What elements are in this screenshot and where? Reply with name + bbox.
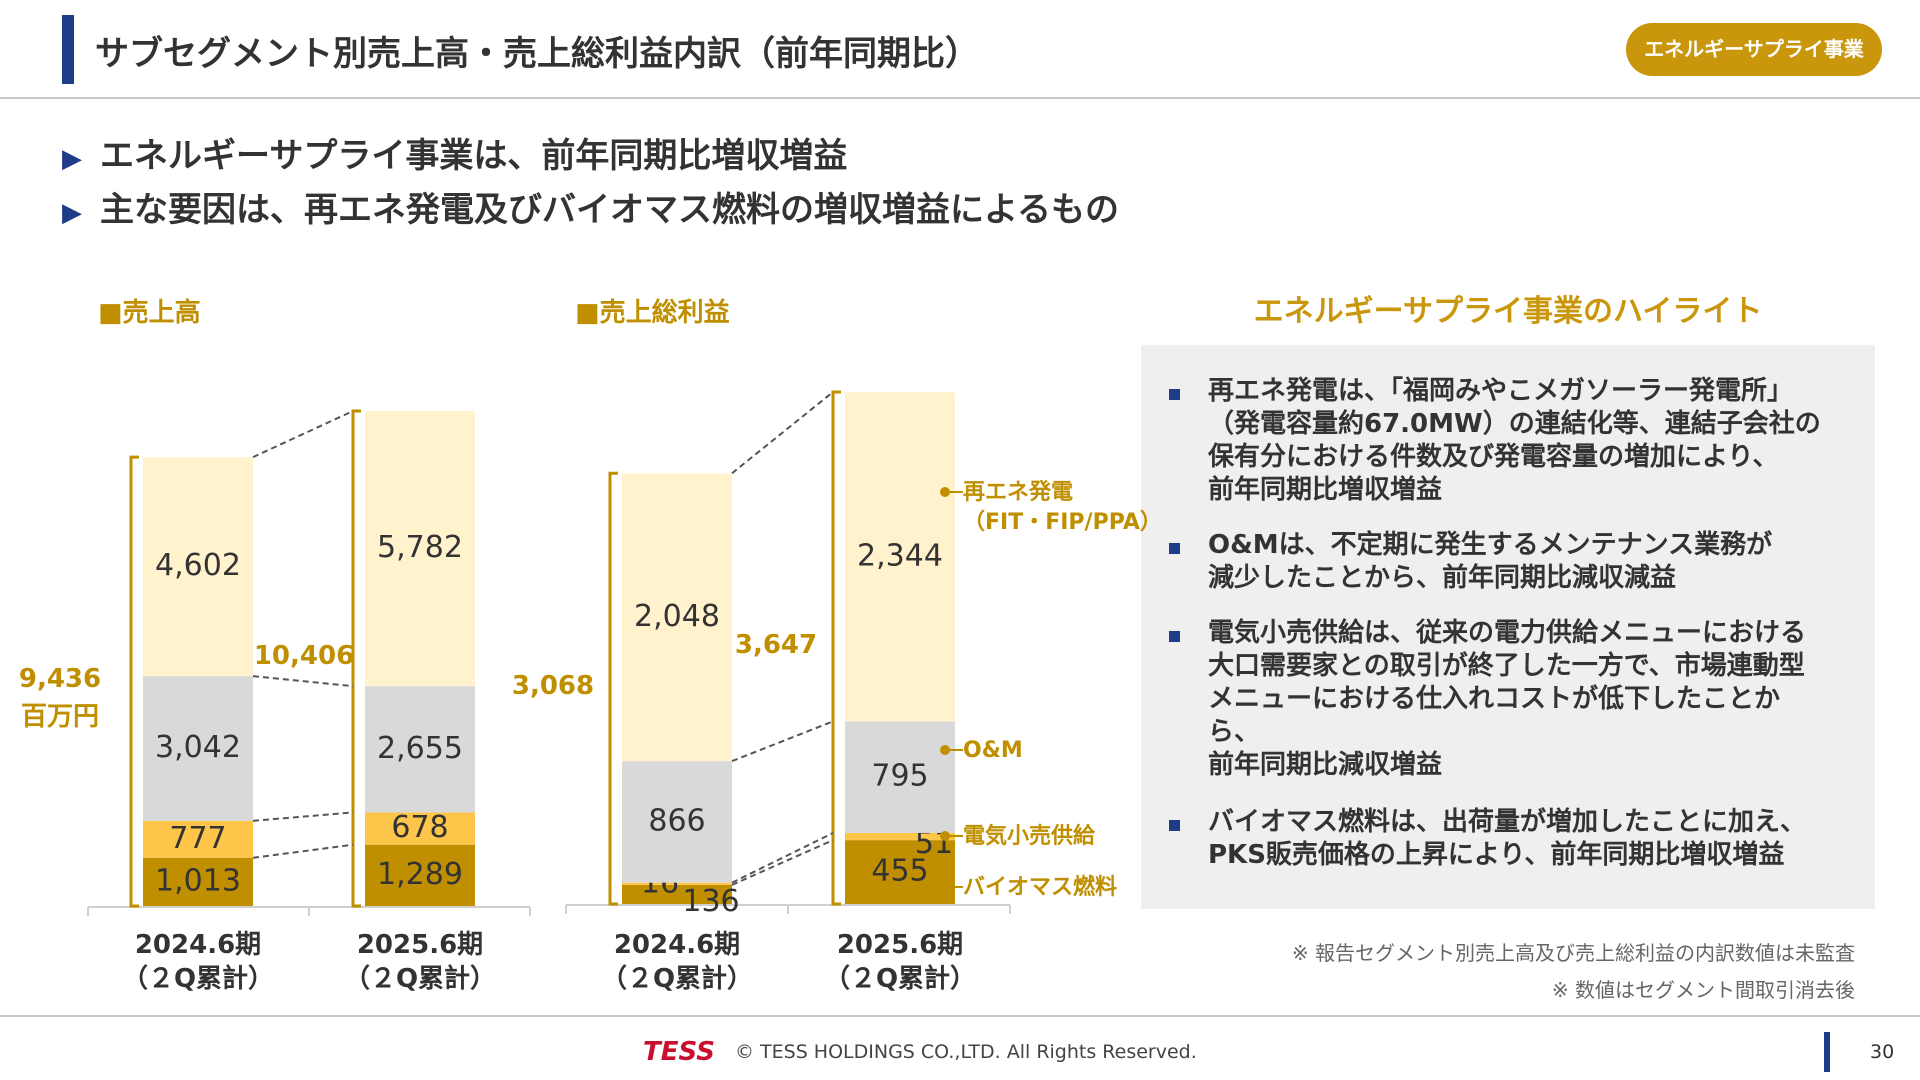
value-label: 1,289: [377, 857, 463, 892]
bullet-square: [1169, 820, 1180, 831]
highlight-text: O&Mは、不定期に発生するメンテナンス業務が 減少したことから、前年同期比減収減…: [1208, 530, 1773, 593]
page-number: 30: [1870, 1041, 1895, 1063]
note: ※ 数値はセグメント間取引消去後: [1551, 978, 1855, 1002]
logo: TESS: [643, 1037, 716, 1067]
notes: ※ 報告セグメント別売上高及び売上総利益の内訳数値は未監査 ※ 数値はセグメント…: [1292, 935, 1855, 1009]
connector: [731, 720, 834, 763]
total-label: 10,406: [253, 640, 355, 671]
highlight-text: 再エネ発電は、「福岡みやこメガソーラー発電所」 （発電容量約67.0MW）の連結…: [1208, 376, 1821, 505]
bar-segment: [845, 832, 955, 841]
header-title: サブセグメント別売上高・売上総利益内訳（前年同期比）: [95, 34, 979, 74]
bullet-icon: ▶: [62, 144, 82, 174]
highlight-box: 再エネ発電は、「福岡みやこメガソーラー発電所」 （発電容量約67.0MW）の連結…: [1141, 345, 1875, 909]
page-bar: [1824, 1032, 1830, 1072]
total-bracket: [129, 455, 139, 908]
bar-segment: [365, 812, 475, 845]
series-dot: [940, 745, 950, 755]
header-rule: [0, 97, 1920, 99]
series-label: バイオマス燃料: [963, 875, 1118, 900]
series-label: 電気小売供給: [963, 824, 1096, 849]
bullet-text: エネルギーサプライ事業は、前年同期比増収増益: [100, 136, 848, 176]
series-label: 再エネ発電 （FIT・FIP/PPA）: [963, 480, 1162, 535]
header-bar: [62, 15, 74, 84]
footer-rule: [0, 1015, 1920, 1017]
series-dot: [940, 487, 950, 497]
bar-segment: [143, 676, 253, 821]
value-label: 5,782: [377, 530, 463, 565]
series-label: O&M: [963, 738, 1023, 763]
chart-title: ■売上高: [98, 298, 201, 328]
bullet-text: 主な要因は、再エネ発電及びバイオマス燃料の増収増益によるもの: [100, 190, 1119, 230]
connector: [731, 391, 834, 475]
highlight-text: バイオマス燃料は、出荷量が増加したことに加え、 PKS販売価格の上昇により、前年…: [1208, 807, 1807, 870]
bar-segment: [143, 457, 253, 677]
unit-label: 百万円: [20, 701, 99, 732]
value-label: 2,344: [857, 538, 943, 573]
x-tick-label: 2024.6期 （２Q累計）: [600, 930, 754, 994]
bar-segment: [845, 840, 955, 904]
bar-segment: [622, 884, 732, 904]
highlight-item: 再エネ発電は、「福岡みやこメガソーラー発電所」 （発電容量約67.0MW）の連結…: [1161, 375, 1855, 507]
bar-segment: [365, 411, 475, 687]
total-label: 3,647: [734, 630, 818, 660]
bar-segment: [845, 392, 955, 722]
bar-segment: [622, 473, 732, 762]
highlight-text: 電気小売供給は、従来の電力供給メニューにおける 大口需要家との取引が終了した一方…: [1208, 618, 1807, 780]
value-label: 777: [169, 821, 226, 856]
note: ※ 報告セグメント別売上高及び売上総利益の内訳数値は未監査: [1291, 941, 1855, 965]
bullets: ▶ エネルギーサプライ事業は、前年同期比増収増益 ▶ 主な要因は、再エネ発電及びバイ…: [62, 128, 1119, 236]
x-tick-label: 2025.6期 （２Q累計）: [823, 930, 977, 994]
total-bracket: [351, 409, 361, 908]
value-label: 866: [648, 803, 705, 838]
series-dot: [940, 831, 950, 841]
connector: [252, 675, 354, 688]
x-tick-label: 2025.6期 （２Q累計）: [343, 930, 497, 994]
highlight-title: エネルギーサプライ事業のハイライト: [1253, 294, 1763, 329]
connector: [252, 843, 354, 859]
bullet-square: [1169, 631, 1180, 642]
value-label: 2,655: [377, 731, 463, 766]
value-label: 4,602: [155, 548, 241, 583]
chart-title: ■売上総利益: [575, 298, 730, 328]
connector: [252, 811, 354, 822]
total-bracket: [831, 390, 841, 906]
series-dot: [940, 882, 950, 892]
bullet-square: [1169, 543, 1180, 554]
total-label: 3,068: [511, 670, 595, 701]
value-label: 2,048: [634, 599, 720, 634]
total-label: 9,436: [18, 663, 102, 694]
value-label: 455: [871, 854, 928, 889]
bar-segment: [622, 882, 732, 885]
bullet: ▶ 主な要因は、再エネ発電及びバイオマス燃料の増収増益によるもの: [62, 182, 1119, 236]
bar-segment: [143, 857, 253, 906]
connector: [731, 839, 834, 886]
connector: [252, 410, 354, 459]
x-tick-label: 2024.6期 （２Q累計）: [121, 930, 275, 994]
bullet-square: [1169, 389, 1180, 400]
bullet-icon: ▶: [62, 198, 82, 228]
badge: エネルギーサプライ事業: [1626, 23, 1882, 76]
value-label: 3,042: [155, 730, 241, 765]
bar-segment: [365, 686, 475, 813]
value-label: 1,013: [155, 863, 241, 898]
highlight-item: 電気小売供給は、従来の電力供給メニューにおける 大口需要家との取引が終了した一方…: [1161, 617, 1855, 782]
bullet: ▶ エネルギーサプライ事業は、前年同期比増収増益: [62, 128, 1119, 182]
highlight-item: O&Mは、不定期に発生するメンテナンス業務が 減少したことから、前年同期比減収減…: [1161, 529, 1855, 595]
bar-segment: [622, 761, 732, 883]
bar-segment: [365, 844, 475, 906]
connector: [731, 832, 834, 884]
copyright: © TESS HOLDINGS CO.,LTD. All Rights Rese…: [735, 1041, 1197, 1063]
value-label: 678: [391, 810, 448, 845]
highlight-item: バイオマス燃料は、出荷量が増加したことに加え、 PKS販売価格の上昇により、前年…: [1161, 806, 1855, 872]
total-bracket: [608, 471, 618, 906]
bar-segment: [845, 721, 955, 833]
bar-segment: [143, 820, 253, 858]
value-label: 136: [682, 884, 739, 919]
value-label: 795: [871, 759, 928, 794]
